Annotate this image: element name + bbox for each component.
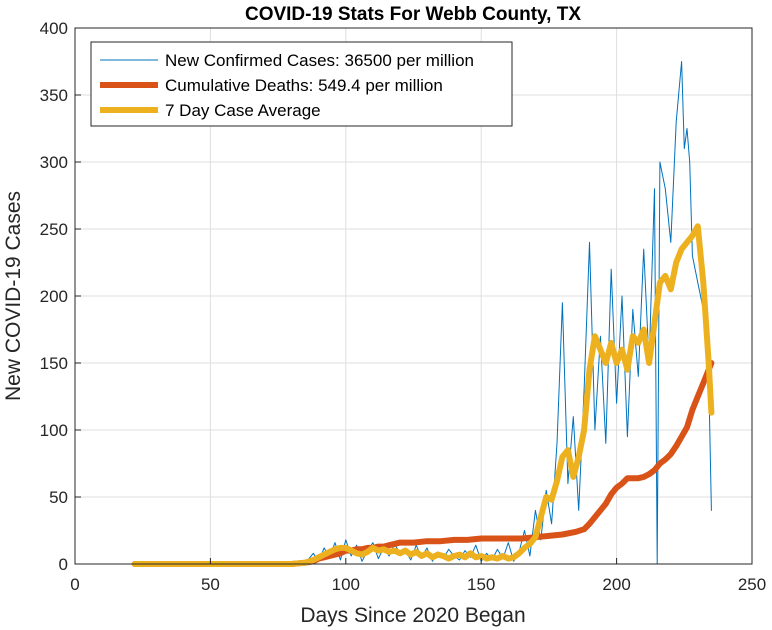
- y-tick-label: 200: [40, 287, 68, 306]
- x-tick-label: 0: [70, 575, 79, 594]
- legend-label-deaths: Cumulative Deaths: 549.4 per million: [165, 76, 443, 95]
- series-cumulative-deaths: [131, 360, 715, 567]
- y-tick-label: 100: [40, 421, 68, 440]
- y-tick-label: 0: [59, 555, 68, 574]
- legend-label-7-day-average: 7 Day Case Average: [165, 101, 321, 120]
- x-tick-label: 100: [332, 575, 360, 594]
- x-tick-label: 200: [602, 575, 630, 594]
- y-tick-label: 50: [49, 488, 68, 507]
- y-tick-label: 300: [40, 153, 68, 172]
- legend: New Confirmed Cases: 36500 per million C…: [90, 41, 513, 127]
- x-axis-label: Days Since 2020 Began: [300, 604, 525, 627]
- y-tick-label: 350: [40, 86, 68, 105]
- series-layer: [131, 61, 715, 567]
- chart-title: COVID-19 Stats For Webb County, TX: [245, 4, 581, 25]
- series-7-day-case-average: [131, 223, 715, 567]
- legend-box: [90, 41, 513, 127]
- y-axis-label: New COVID-19 Cases: [2, 191, 25, 401]
- tick-labels: 0 50 100 150 200 250 0 50 100 150 200 250 300 350 400: [40, 19, 767, 594]
- x-tick-label: 50: [201, 575, 220, 594]
- x-tick-label: 150: [467, 575, 495, 594]
- x-tick-label: 250: [738, 575, 766, 594]
- y-tick-label: 150: [40, 354, 68, 373]
- y-tick-label: 400: [40, 19, 68, 38]
- legend-label-new-cases: New Confirmed Cases: 36500 per million: [165, 51, 474, 70]
- y-tick-label: 250: [40, 220, 68, 239]
